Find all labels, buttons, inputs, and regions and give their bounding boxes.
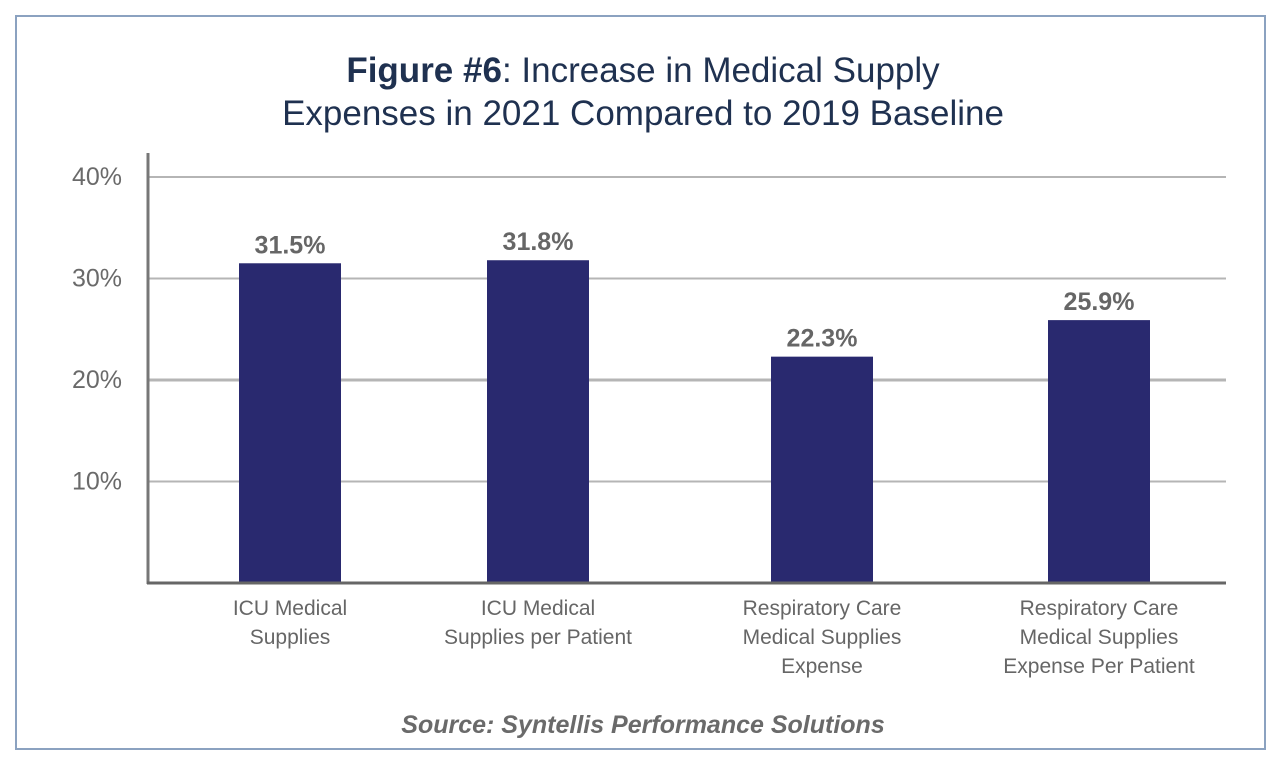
- bar: [239, 263, 341, 583]
- x-tick-label: Supplies: [250, 626, 331, 649]
- data-label: 31.5%: [255, 231, 326, 259]
- x-axis-labels: ICU Medical Supplies ICU Medical Supplies p…: [233, 597, 1195, 678]
- y-tick-label: 10%: [72, 468, 122, 496]
- x-tick-label: Respiratory Care: [743, 597, 902, 620]
- bar: [771, 356, 873, 583]
- title-text: : Increase in Medical Supply: [502, 51, 940, 90]
- chart-title-line-1: Figure #6: Increase in Medical Supply: [346, 51, 940, 90]
- x-tick-label: Expense: [781, 655, 863, 678]
- x-tick-label: Expense Per Patient: [1003, 655, 1195, 678]
- data-label: 22.3%: [787, 325, 858, 353]
- chart-title-line-2: Expenses in 2021 Compared to 2019 Baseli…: [282, 94, 1004, 133]
- x-tick-label: Medical Supplies: [1020, 626, 1179, 649]
- bar: [487, 260, 589, 583]
- source-note: Source: Syntellis Performance Solutions: [401, 711, 885, 739]
- y-tick-label: 30%: [72, 265, 122, 293]
- data-label: 25.9%: [1064, 288, 1135, 316]
- bar: [1048, 320, 1150, 583]
- y-tick-label: 20%: [72, 366, 122, 394]
- x-tick-label: Respiratory Care: [1020, 597, 1179, 620]
- data-label: 31.8%: [503, 228, 574, 256]
- x-tick-label: ICU Medical: [481, 597, 595, 620]
- x-tick-label: ICU Medical: [233, 597, 347, 620]
- x-tick-label: Supplies per Patient: [444, 626, 632, 649]
- figure-number: Figure #6: [346, 51, 502, 90]
- x-tick-label: Medical Supplies: [743, 626, 902, 649]
- y-tick-label: 40%: [72, 163, 122, 191]
- y-axis-ticks: 10% 20% 30% 40%: [72, 163, 122, 496]
- bars: 31.5% 31.8% 22.3% 25.9%: [239, 228, 1150, 583]
